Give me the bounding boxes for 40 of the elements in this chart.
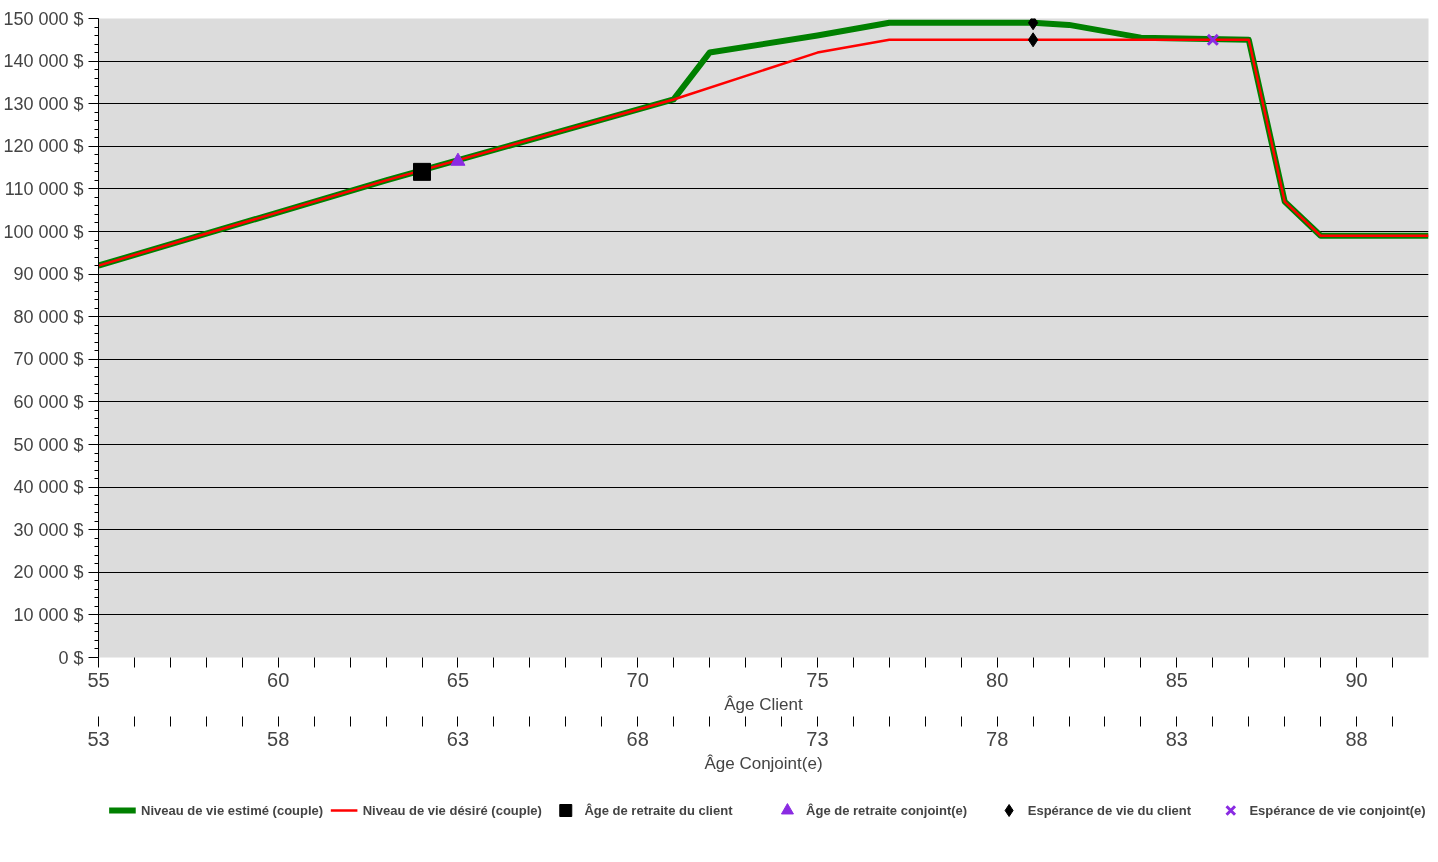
x-tick-label: 70 (626, 668, 649, 691)
x2-tick-label: 53 (87, 727, 110, 750)
x-tick-label: 75 (806, 668, 829, 691)
y-tick-label: 150 000 $ (3, 8, 84, 29)
x-tick-label: 85 (1165, 668, 1189, 691)
y-tick-label: 80 000 $ (13, 306, 84, 327)
legend-label: Niveau de vie désiré (couple) (362, 803, 542, 818)
x2-tick-label: 88 (1345, 727, 1368, 750)
y-tick-label: 60 000 $ (13, 391, 84, 412)
x-tick-label: 90 (1345, 668, 1368, 691)
x2-tick-label: 83 (1165, 727, 1189, 750)
y-tick-label: 130 000 $ (3, 93, 84, 114)
y-tick-label: 30 000 $ (13, 519, 84, 540)
y-tick-label: 100 000 $ (3, 221, 84, 242)
legend-label: Espérance de vie conjoint(e) (1249, 803, 1426, 818)
legend-label: Espérance de vie du client (1027, 803, 1192, 818)
y-tick-label: 50 000 $ (13, 434, 84, 455)
x2-tick-label: 78 (986, 727, 1009, 750)
x2-tick-label: 58 (267, 727, 290, 750)
y-tick-label: 10 000 $ (13, 604, 84, 625)
legend-label: Âge de retraite du client (584, 803, 734, 818)
x2-tick-label: 63 (446, 727, 470, 750)
x-tick-label: 55 (87, 668, 110, 691)
x2-tick-label: 68 (626, 727, 649, 750)
y-tick-label: 110 000 $ (4, 178, 84, 199)
legend-label: Âge de retraite conjoint(e) (806, 803, 968, 818)
legend-label: Niveau de vie estimé (couple) (141, 803, 324, 818)
y-tick-label: 40 000 $ (13, 477, 84, 498)
y-tick-label: 70 000 $ (13, 349, 84, 370)
x2-tick-label: 73 (806, 727, 829, 750)
x-axis-title: Âge Client (724, 694, 803, 714)
y-tick-label: 20 000 $ (13, 562, 84, 583)
x-tick-label: 65 (446, 668, 470, 691)
y-tick-label: 140 000 $ (3, 51, 84, 72)
x2-axis-title: Âge Conjoint(e) (704, 753, 823, 773)
y-tick-label: 0 $ (58, 647, 84, 668)
y-tick-label: 120 000 $ (3, 136, 84, 157)
x-tick-label: 80 (986, 668, 1009, 691)
x-tick-label: 60 (267, 668, 290, 691)
y-tick-label: 90 000 $ (13, 264, 84, 285)
